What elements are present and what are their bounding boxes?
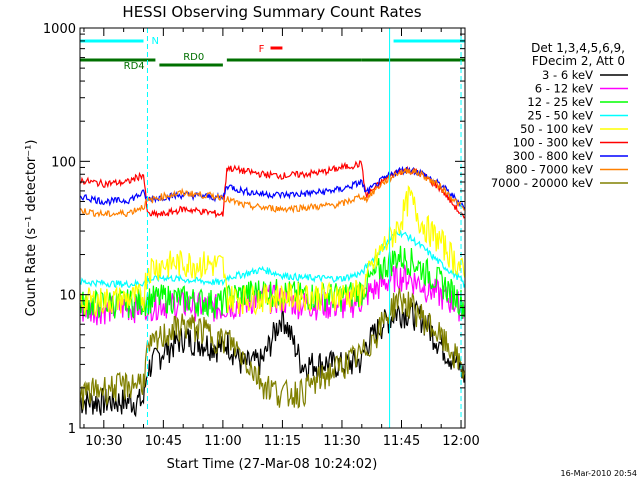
legend-label-100-300-kev: 100 - 300 keV [513,136,593,150]
y-tick-label: 10 [59,289,76,304]
flag-bars: N RD0 RD4 F [80,36,465,72]
series-line-800-7000-kev [79,167,466,218]
chart-title: HESSI Observing Summary Count Rates [122,3,421,21]
legend-label-50-100-kev: 50 - 100 keV [520,122,593,136]
legend-header-line: FDecim 2, Att 0 [532,54,625,68]
legend-label-12-25-kev: 12 - 25 keV [527,95,593,109]
y-tick-label: 1000 [43,22,76,37]
legend-label-25-50-kev: 25 - 50 keV [527,109,593,123]
series-line-25-50-kev [79,230,466,289]
x-axis: 10:30 10:45 11:00 11:15 11:30 11:45 12:00 [83,28,480,449]
x-tick-label: 11:00 [204,434,241,449]
y-tick-label: 100 [51,155,76,170]
x-tick-label: 11:15 [264,434,301,449]
flag-label-rd4: RD4 [124,61,145,72]
legend: Det 1,3,4,5,6,9,FDecim 2, Att 03 - 6 keV… [491,41,628,190]
legend-label-300-800-kev: 300 - 800 keV [513,149,593,163]
x-tick-label: 10:30 [85,434,122,449]
timestamp: 16-Mar-2010 20:54 [561,469,638,478]
series-line-7000-20000-kev [79,288,466,410]
x-tick-label: 10:45 [145,434,182,449]
y-tick-label: 1 [68,422,76,437]
flag-label-rd0: RD0 [183,52,204,63]
y-axis-label: Count Rate (s⁻¹ detector⁻¹) [24,140,39,317]
y-axis: 1 10 100 1000 [43,22,465,437]
x-tick-label: 11:30 [323,434,360,449]
saa-night-markers [79,28,462,428]
series-line-3-6-kev [79,298,466,418]
flag-label-n: N [151,36,158,47]
plot-frame [79,27,466,429]
x-tick-label: 11:45 [383,434,420,449]
legend-label-7000-20000-kev: 7000 - 20000 keV [491,176,593,190]
legend-label-3-6-kev: 3 - 6 keV [542,68,593,82]
legend-label-800-7000-kev: 800 - 7000 keV [505,163,593,177]
series-lines [79,160,466,418]
legend-header-line: Det 1,3,4,5,6,9, [531,41,625,55]
x-tick-label: 12:00 [442,434,479,449]
series-line-50-100-kev [79,185,466,317]
legend-label-6-12-kev: 6 - 12 keV [535,82,593,96]
flag-label-f: F [259,44,265,55]
x-axis-label: Start Time (27-Mar-08 10:24:02) [167,457,378,472]
